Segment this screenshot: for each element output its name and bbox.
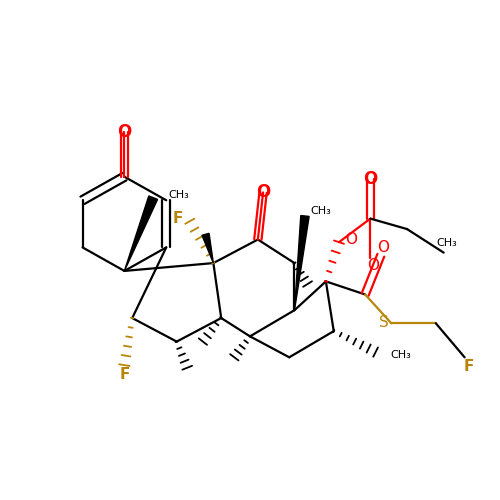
Text: O: O: [364, 170, 378, 188]
Text: O: O: [346, 232, 358, 247]
Text: S: S: [379, 314, 388, 330]
Text: CH₃: CH₃: [169, 190, 190, 200]
Polygon shape: [294, 216, 309, 310]
Text: O: O: [256, 184, 270, 202]
Polygon shape: [202, 234, 213, 263]
Text: O: O: [118, 123, 132, 141]
Polygon shape: [124, 196, 158, 271]
Text: O: O: [378, 240, 390, 255]
Text: F: F: [119, 367, 130, 382]
Text: CH₃: CH₃: [310, 206, 331, 216]
Text: CH₃: CH₃: [436, 238, 456, 248]
Text: CH₃: CH₃: [390, 350, 411, 360]
Text: F: F: [464, 359, 474, 374]
Text: F: F: [173, 211, 184, 226]
Text: O: O: [367, 258, 379, 273]
